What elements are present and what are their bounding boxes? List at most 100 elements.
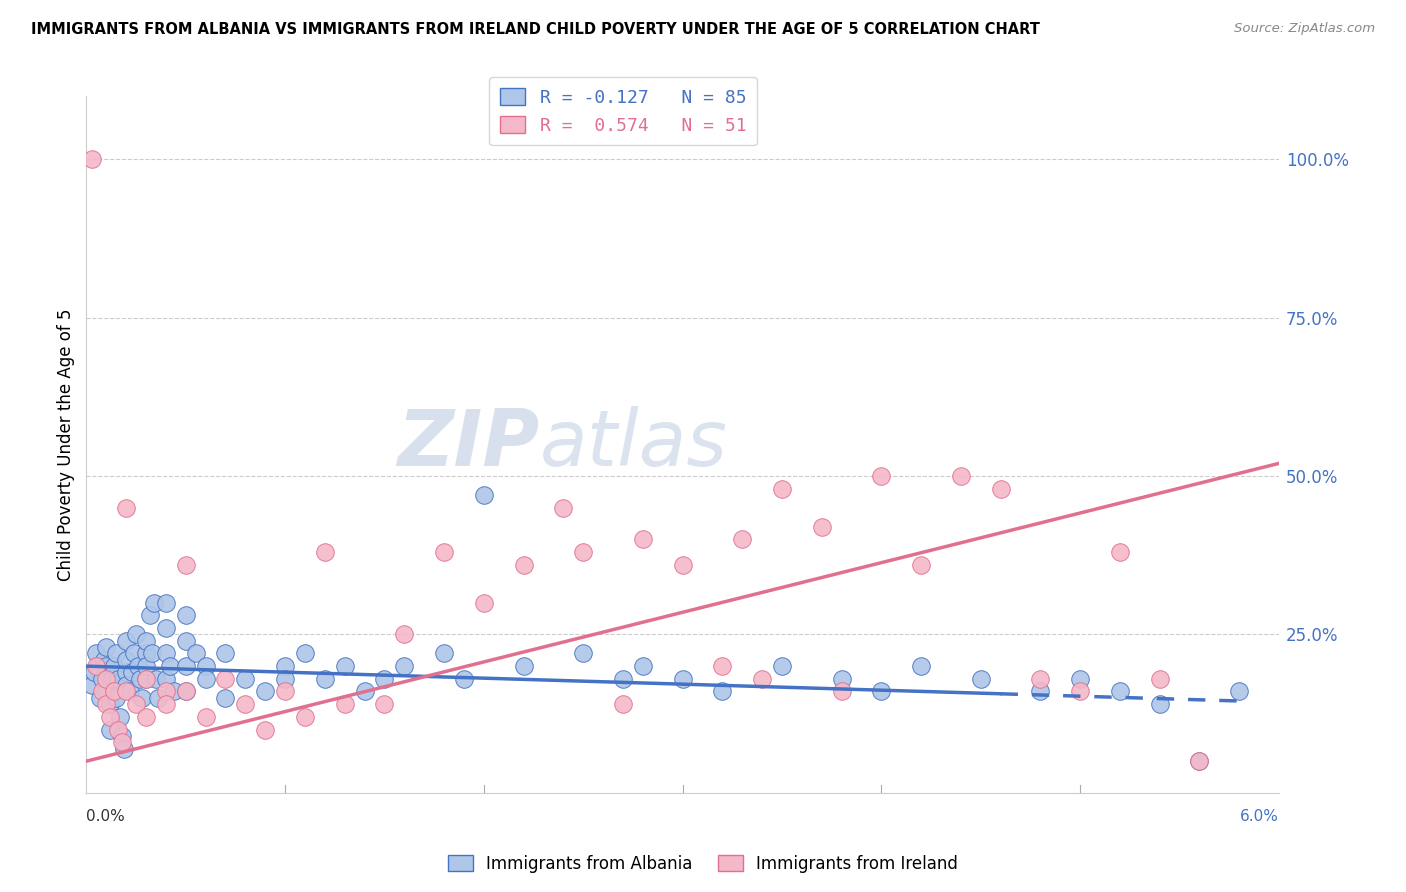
Point bbox=[103, 684, 125, 698]
Point bbox=[115, 665, 138, 680]
Legend: R = -0.127   N = 85, R =  0.574   N = 51: R = -0.127 N = 85, R = 0.574 N = 51 bbox=[489, 77, 756, 145]
Point bbox=[1227, 684, 1250, 698]
Point bbox=[135, 659, 157, 673]
Point bbox=[155, 684, 177, 698]
Point bbox=[949, 469, 972, 483]
Point bbox=[1149, 672, 1171, 686]
Point bbox=[135, 710, 157, 724]
Point bbox=[194, 659, 217, 673]
Point bbox=[394, 659, 416, 673]
Point bbox=[870, 469, 893, 483]
Y-axis label: Child Poverty Under the Age of 5: Child Poverty Under the Age of 5 bbox=[58, 308, 75, 581]
Point bbox=[1069, 672, 1091, 686]
Point bbox=[112, 741, 135, 756]
Point bbox=[125, 627, 148, 641]
Point bbox=[751, 672, 773, 686]
Point bbox=[125, 697, 148, 711]
Point bbox=[810, 520, 832, 534]
Point bbox=[553, 500, 575, 515]
Point bbox=[91, 684, 114, 698]
Point bbox=[770, 482, 793, 496]
Point bbox=[107, 672, 129, 686]
Point bbox=[254, 723, 277, 737]
Point bbox=[91, 672, 114, 686]
Point bbox=[155, 647, 177, 661]
Point bbox=[96, 697, 118, 711]
Point bbox=[105, 647, 128, 661]
Point bbox=[1188, 754, 1211, 768]
Point bbox=[831, 672, 853, 686]
Point bbox=[89, 690, 111, 705]
Point bbox=[711, 684, 734, 698]
Point bbox=[141, 647, 163, 661]
Point bbox=[770, 659, 793, 673]
Point bbox=[96, 684, 118, 698]
Point bbox=[155, 621, 177, 635]
Point bbox=[163, 684, 186, 698]
Point bbox=[155, 697, 177, 711]
Point bbox=[107, 723, 129, 737]
Text: atlas: atlas bbox=[540, 407, 727, 483]
Point bbox=[155, 596, 177, 610]
Point bbox=[129, 672, 152, 686]
Point bbox=[118, 684, 141, 698]
Point bbox=[1029, 684, 1052, 698]
Point bbox=[1108, 684, 1130, 698]
Point bbox=[122, 647, 145, 661]
Point bbox=[115, 500, 138, 515]
Point bbox=[512, 659, 534, 673]
Point bbox=[214, 672, 236, 686]
Point bbox=[146, 690, 169, 705]
Point bbox=[233, 672, 256, 686]
Point bbox=[105, 690, 128, 705]
Point bbox=[572, 545, 595, 559]
Point bbox=[98, 723, 121, 737]
Point bbox=[93, 653, 115, 667]
Point bbox=[155, 672, 177, 686]
Point bbox=[433, 545, 456, 559]
Point bbox=[96, 659, 118, 673]
Point bbox=[87, 659, 110, 673]
Point bbox=[101, 672, 124, 686]
Point bbox=[82, 153, 104, 167]
Point bbox=[910, 659, 932, 673]
Point bbox=[314, 672, 336, 686]
Point bbox=[98, 710, 121, 724]
Point bbox=[184, 647, 207, 661]
Point bbox=[274, 659, 297, 673]
Text: ZIP: ZIP bbox=[398, 407, 540, 483]
Point bbox=[333, 659, 356, 673]
Point bbox=[135, 647, 157, 661]
Text: 6.0%: 6.0% bbox=[1240, 809, 1279, 823]
Point bbox=[115, 633, 138, 648]
Point bbox=[612, 672, 634, 686]
Point bbox=[333, 697, 356, 711]
Point bbox=[83, 665, 105, 680]
Point bbox=[910, 558, 932, 572]
Point bbox=[139, 608, 162, 623]
Point bbox=[1029, 672, 1052, 686]
Point bbox=[214, 647, 236, 661]
Point bbox=[174, 558, 197, 572]
Point bbox=[111, 735, 134, 749]
Point bbox=[174, 608, 197, 623]
Point bbox=[145, 672, 167, 686]
Point bbox=[98, 697, 121, 711]
Point bbox=[233, 697, 256, 711]
Point bbox=[121, 665, 143, 680]
Point bbox=[631, 533, 654, 547]
Point bbox=[671, 672, 693, 686]
Point bbox=[174, 633, 197, 648]
Point bbox=[82, 678, 104, 692]
Point bbox=[115, 653, 138, 667]
Point bbox=[572, 647, 595, 661]
Point bbox=[84, 647, 107, 661]
Point bbox=[135, 672, 157, 686]
Point bbox=[96, 672, 118, 686]
Text: Source: ZipAtlas.com: Source: ZipAtlas.com bbox=[1234, 22, 1375, 36]
Point bbox=[394, 627, 416, 641]
Point bbox=[111, 729, 134, 743]
Point bbox=[274, 672, 297, 686]
Point bbox=[174, 659, 197, 673]
Point bbox=[135, 672, 157, 686]
